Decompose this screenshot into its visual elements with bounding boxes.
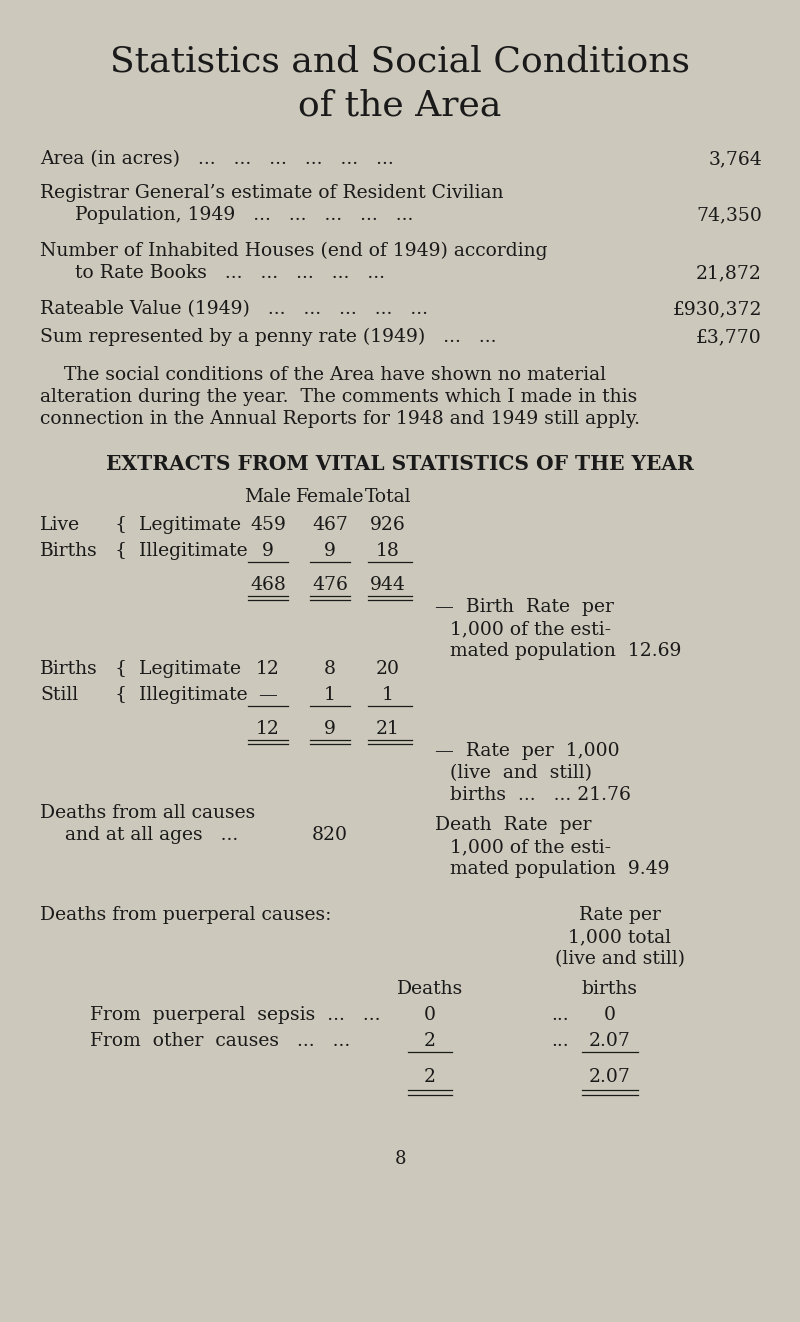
Text: 1,000 total: 1,000 total [569,928,671,947]
Text: births: births [582,980,638,998]
Text: 21,872: 21,872 [696,264,762,282]
Text: to Rate Books   ...   ...   ...   ...   ...: to Rate Books ... ... ... ... ... [75,264,385,282]
Text: 1,000 of the esti-: 1,000 of the esti- [450,620,611,639]
Text: Sum represented by a penny rate (1949)   ...   ...: Sum represented by a penny rate (1949) .… [40,328,497,346]
Text: Female: Female [296,488,364,506]
Text: 9: 9 [262,542,274,561]
Text: Total: Total [365,488,411,506]
Text: 8: 8 [394,1150,406,1169]
Text: 476: 476 [312,576,348,594]
Text: Rateable Value (1949)   ...   ...   ...   ...   ...: Rateable Value (1949) ... ... ... ... ..… [40,300,428,319]
Text: 12: 12 [256,660,280,678]
Text: 944: 944 [370,576,406,594]
Text: 21: 21 [376,720,400,738]
Text: —  Birth  Rate  per: — Birth Rate per [435,598,614,616]
Text: 820: 820 [312,826,348,843]
Text: 926: 926 [370,516,406,534]
Text: Number of Inhabited Houses (end of 1949) according: Number of Inhabited Houses (end of 1949)… [40,242,547,260]
Text: {  Legitimate: { Legitimate [115,516,241,534]
Text: Live: Live [40,516,80,534]
Text: Births: Births [40,660,98,678]
Text: 74,350: 74,350 [696,206,762,223]
Text: mated population  12.69: mated population 12.69 [450,642,682,660]
Text: connection in the Annual Reports for 1948 and 1949 still apply.: connection in the Annual Reports for 194… [40,410,640,428]
Text: The social conditions of the Area have shown no material: The social conditions of the Area have s… [40,366,606,383]
Text: From  puerperal  sepsis  ...   ...: From puerperal sepsis ... ... [90,1006,381,1025]
Text: ...: ... [551,1006,569,1025]
Text: 18: 18 [376,542,400,561]
Text: £930,372: £930,372 [673,300,762,319]
Text: (live and still): (live and still) [555,951,685,968]
Text: {  Illegitimate: { Illegitimate [115,686,248,705]
Text: From  other  causes   ...   ...: From other causes ... ... [90,1032,350,1050]
Text: {  Illegitimate: { Illegitimate [115,542,248,561]
Text: Rate per: Rate per [579,906,661,924]
Text: Statistics and Social Conditions: Statistics and Social Conditions [110,45,690,79]
Text: 2.07: 2.07 [589,1068,631,1085]
Text: Still: Still [40,686,78,705]
Text: of the Area: of the Area [298,89,502,122]
Text: £3,770: £3,770 [696,328,762,346]
Text: —  Rate  per  1,000: — Rate per 1,000 [435,742,620,760]
Text: 1: 1 [382,686,394,705]
Text: 1: 1 [324,686,336,705]
Text: 2.07: 2.07 [589,1032,631,1050]
Text: 9: 9 [324,542,336,561]
Text: 3,764: 3,764 [708,149,762,168]
Text: 0: 0 [604,1006,616,1025]
Text: 2: 2 [424,1068,436,1085]
Text: 20: 20 [376,660,400,678]
Text: Area (in acres)   ...   ...   ...   ...   ...   ...: Area (in acres) ... ... ... ... ... ... [40,149,394,168]
Text: 12: 12 [256,720,280,738]
Text: EXTRACTS FROM VITAL STATISTICS OF THE YEAR: EXTRACTS FROM VITAL STATISTICS OF THE YE… [106,453,694,475]
Text: Population, 1949   ...   ...   ...   ...   ...: Population, 1949 ... ... ... ... ... [75,206,414,223]
Text: 9: 9 [324,720,336,738]
Text: ...: ... [551,1032,569,1050]
Text: 2: 2 [424,1032,436,1050]
Text: 8: 8 [324,660,336,678]
Text: Death  Rate  per: Death Rate per [435,816,591,834]
Text: births  ...   ... 21.76: births ... ... 21.76 [450,787,631,804]
Text: —: — [258,686,278,705]
Text: alteration during the year.  The comments which I made in this: alteration during the year. The comments… [40,387,638,406]
Text: Registrar General’s estimate of Resident Civilian: Registrar General’s estimate of Resident… [40,184,503,202]
Text: mated population  9.49: mated population 9.49 [450,861,670,878]
Text: Deaths from all causes: Deaths from all causes [40,804,255,822]
Text: 459: 459 [250,516,286,534]
Text: 467: 467 [312,516,348,534]
Text: {  Legitimate: { Legitimate [115,660,241,678]
Text: Births: Births [40,542,98,561]
Text: Deaths: Deaths [397,980,463,998]
Text: Male: Male [245,488,291,506]
Text: 468: 468 [250,576,286,594]
Text: (live  and  still): (live and still) [450,764,592,783]
Text: and at all ages   ...: and at all ages ... [65,826,238,843]
Text: 0: 0 [424,1006,436,1025]
Text: Deaths from puerperal causes:: Deaths from puerperal causes: [40,906,331,924]
Text: 1,000 of the esti-: 1,000 of the esti- [450,838,611,857]
